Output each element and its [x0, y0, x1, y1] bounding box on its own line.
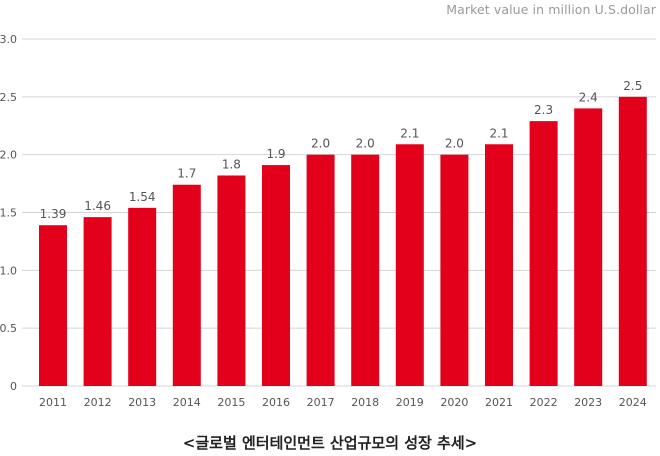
value-label: 1.9	[266, 147, 285, 161]
bar	[128, 207, 157, 386]
x-tick-label: 2011	[39, 396, 67, 409]
value-label: 2.3	[534, 103, 553, 117]
y-tick-label: 1.0	[0, 264, 17, 277]
x-tick-label: 2024	[619, 396, 647, 409]
bar	[574, 108, 603, 387]
x-tick-label: 2018	[351, 396, 379, 409]
x-tick-label: 2013	[128, 396, 156, 409]
x-tick-label: 2023	[574, 396, 602, 409]
bar	[83, 217, 112, 386]
value-label: 2.4	[579, 90, 598, 104]
bar	[351, 154, 380, 386]
value-label: 2.5	[623, 79, 642, 93]
bar	[306, 154, 335, 386]
bar	[618, 96, 647, 386]
value-label: 1.54	[129, 190, 156, 204]
y-tick-label: 1.5	[0, 207, 17, 220]
bar	[485, 144, 513, 386]
value-label: 1.39	[40, 207, 67, 221]
value-label: 2.0	[356, 137, 375, 151]
bar	[39, 225, 67, 386]
bar	[262, 165, 290, 386]
x-tick-label: 2012	[84, 396, 112, 409]
x-tick-label: 2015	[217, 396, 245, 409]
unit-label: Market value in million U.S.dollar	[446, 2, 656, 17]
value-label: 1.46	[84, 199, 111, 213]
value-label: 2.0	[445, 137, 464, 151]
x-tick-label: 2020	[440, 396, 468, 409]
bar	[440, 154, 469, 386]
bar	[529, 121, 558, 386]
y-tick-label: 0.5	[0, 322, 17, 335]
x-axis-ticks: 2011 2012 2013 2014 2015 2016 2017 2018 2019 2020…	[39, 396, 647, 409]
x-tick-label: 2022	[530, 396, 558, 409]
value-label: 1.8	[222, 157, 241, 171]
x-tick-label: 2021	[485, 396, 513, 409]
bar	[217, 175, 246, 386]
chart-caption: <글로벌 엔터테인먼트 산업규모의 성장 추세>	[182, 434, 478, 452]
bar	[172, 184, 201, 386]
value-labels: 1.39 1.46 1.54 1.7 1.8 1.9 2.0 2.0 2.1 2.0 2.1 2.3 2…	[40, 79, 643, 221]
value-label: 2.0	[311, 137, 330, 151]
x-tick-label: 2014	[173, 396, 201, 409]
y-tick-label: 3.0	[0, 33, 17, 46]
bars	[39, 96, 647, 387]
x-tick-label: 2019	[396, 396, 424, 409]
value-label: 2.1	[400, 126, 419, 140]
y-axis-ticks: 0 0.5 1.0 1.5 2.0 2.5 3.0	[0, 33, 17, 393]
x-tick-label: 2016	[262, 396, 290, 409]
y-tick-label: 0	[10, 380, 17, 393]
y-tick-label: 2.5	[0, 91, 17, 104]
y-tick-label: 2.0	[0, 149, 17, 162]
gridlines	[22, 38, 656, 387]
value-label: 2.1	[489, 126, 508, 140]
value-label: 1.7	[177, 167, 196, 181]
bar	[395, 144, 424, 386]
x-tick-label: 2017	[307, 396, 335, 409]
